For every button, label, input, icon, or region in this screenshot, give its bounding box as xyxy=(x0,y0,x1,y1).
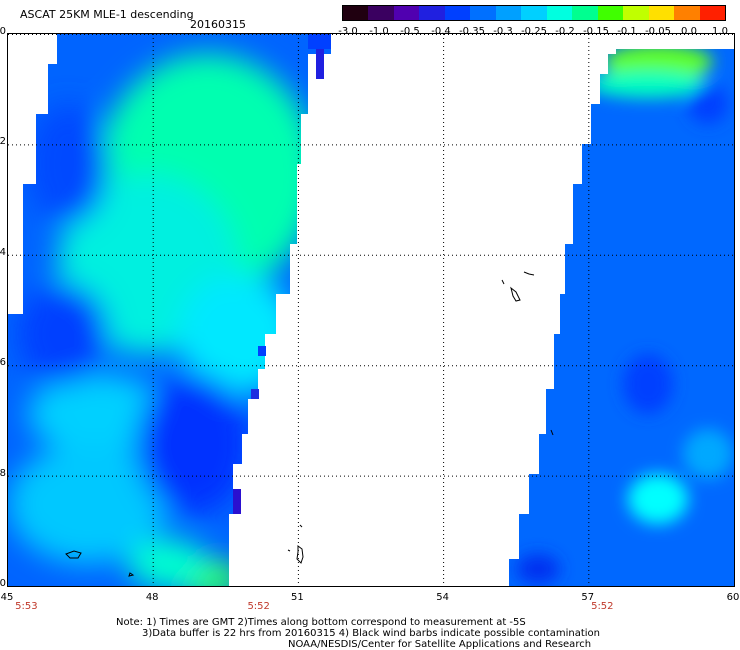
y-tick-label: -4 xyxy=(0,246,6,258)
swath-edge-pixel xyxy=(251,389,259,399)
colorbar-segment xyxy=(393,6,420,20)
colorbar-label: -0.25 xyxy=(521,26,547,37)
colorbar-label: -0.05 xyxy=(645,26,671,37)
note-line-1: Note: 1) Times are GMT 2)Times along bot… xyxy=(116,617,526,628)
left-swath xyxy=(8,34,331,586)
y-tick-label: 0 xyxy=(0,26,6,37)
colorbar-segment xyxy=(419,6,445,20)
coastline-island xyxy=(523,271,535,276)
time-label: 5:53 xyxy=(15,601,38,612)
colorbar-segment xyxy=(572,6,598,20)
swath-edge-pixel xyxy=(258,346,266,356)
time-label: 5:52 xyxy=(247,601,270,612)
x-tick-label: 51 xyxy=(291,592,304,603)
y-tick-label: -8 xyxy=(0,467,6,479)
y-tick-label: -2 xyxy=(0,136,6,148)
credit-line: NOAA/NESDIS/Center for Satellite Applica… xyxy=(288,639,592,650)
note-line-2: 3)Data buffer is 22 hrs from 20160315 4)… xyxy=(142,628,600,639)
colorbar-segment xyxy=(521,6,547,20)
time-label: 5:52 xyxy=(591,601,614,612)
colorbar-labels: -3.0 -1.0 -0.5 -0.4 -0.35 -0.3 -0.25 -0.2 -0.15-… xyxy=(336,26,736,38)
x-tick-label: 54 xyxy=(436,592,449,603)
swath-edge-pixel xyxy=(308,34,331,49)
colorbar-label: -3.0 xyxy=(338,26,358,37)
coastlines xyxy=(65,271,554,577)
x-tick-label: 45 xyxy=(0,592,14,603)
coastline-island xyxy=(65,550,82,559)
colorbar-label: -0.2 xyxy=(555,26,575,37)
colorbar-segment xyxy=(444,6,471,20)
colorbar xyxy=(342,5,726,21)
colorbar-label: -0.3 xyxy=(493,26,513,37)
colorbar-segment xyxy=(495,6,522,20)
colorbar-label: -0.15 xyxy=(583,26,609,37)
coastline-island xyxy=(550,429,554,436)
colorbar-label: 0.0 xyxy=(681,26,697,37)
y-tick-label: -6 xyxy=(0,357,6,369)
right-swath xyxy=(509,49,734,586)
colorbar-segment xyxy=(674,6,700,20)
map-title: ASCAT 25KM MLE-1 descending xyxy=(20,8,194,21)
x-tick-label: 48 xyxy=(145,592,159,603)
colorbar-label: -0.1 xyxy=(617,26,637,37)
swath-edge-pixel xyxy=(233,489,241,514)
colorbar-label: -0.35 xyxy=(459,26,485,37)
graticule xyxy=(8,34,734,586)
colorbar-label: -1.0 xyxy=(369,26,389,37)
x-tick-label: 60 xyxy=(726,592,740,603)
colorbar-segment xyxy=(623,6,649,20)
coastline-island xyxy=(287,549,291,552)
colorbar-segment xyxy=(648,6,675,20)
map-plot-area xyxy=(7,33,735,587)
colorbar-label: -0.5 xyxy=(400,26,420,37)
colorbar-segment xyxy=(368,6,394,20)
colorbar-segment xyxy=(699,6,726,20)
colorbar-label: 1.0 xyxy=(712,26,728,37)
coastline-island xyxy=(299,524,303,528)
coastline-island xyxy=(501,279,505,285)
map-svg xyxy=(8,34,734,586)
swath-edge-pixel xyxy=(316,49,324,79)
coastline-island xyxy=(296,545,304,564)
colorbar-segment xyxy=(597,6,624,20)
coastline-island xyxy=(510,286,521,302)
colorbar-segment xyxy=(546,6,573,20)
map-date: 20160315 xyxy=(190,18,246,31)
x-tick-label: 57 xyxy=(581,592,595,603)
colorbar-label: -0.4 xyxy=(431,26,451,37)
colorbar-segment xyxy=(343,6,369,20)
colorbar-segment xyxy=(470,6,496,20)
y-tick-label: -10 xyxy=(0,578,6,589)
coastline-island xyxy=(128,572,135,577)
